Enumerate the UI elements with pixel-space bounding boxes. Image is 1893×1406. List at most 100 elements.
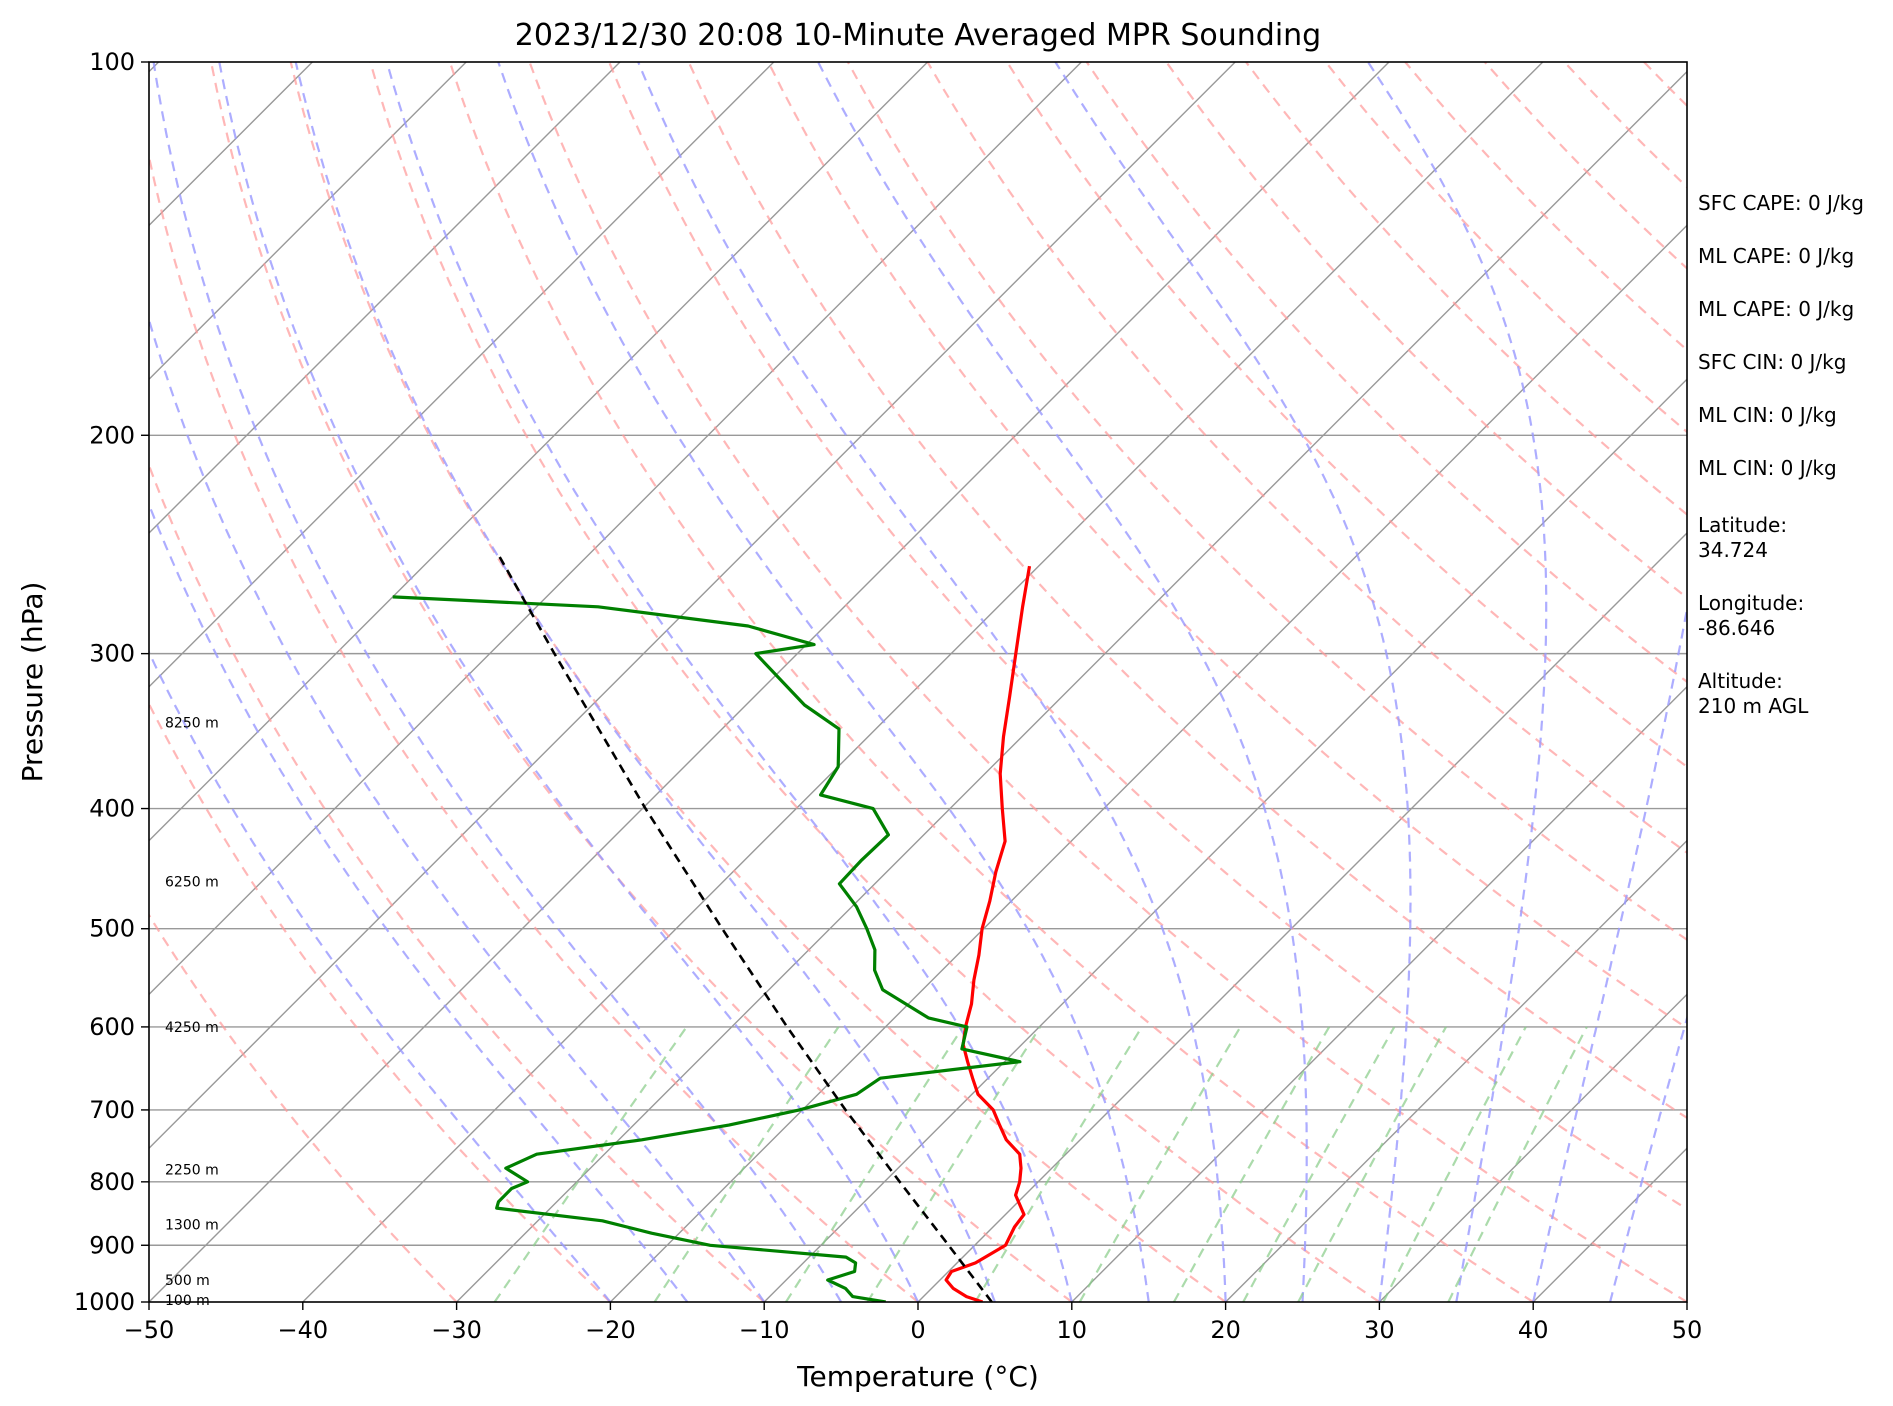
moist-adiabat-line bbox=[1609, 1014, 1687, 1302]
dry-adiabat-line bbox=[448, 62, 1534, 1302]
x-tick-label: −50 bbox=[124, 1316, 175, 1344]
isotherm-line bbox=[149, 62, 621, 534]
background-lines bbox=[149, 62, 1687, 1302]
sounding-info-line: ML CAPE: 0 J/kg bbox=[1698, 297, 1854, 321]
x-axis-label: Temperature (°C) bbox=[796, 1360, 1039, 1393]
dry-adiabat-line bbox=[767, 62, 1687, 1030]
height-labels: 100 m 500 m 1300 m 2250 m 4250 m 6250 m 8250 m bbox=[165, 716, 219, 1309]
x-tick-label: −40 bbox=[277, 1316, 328, 1344]
height-label: 100 m bbox=[165, 1293, 210, 1309]
x-tick-label: −10 bbox=[739, 1316, 790, 1344]
temperature-profile bbox=[944, 565, 1032, 1302]
moist-adiabat-line bbox=[497, 62, 1150, 1302]
isotherm-line bbox=[763, 378, 1687, 1302]
height-label: 4250 m bbox=[165, 1020, 219, 1036]
y-tick-label: 700 bbox=[89, 1096, 135, 1124]
isotherm-line bbox=[149, 62, 1236, 1150]
sounding-info: SFC CAPE: 0 J/kg ML CAPE: 0 J/kg ML CAPE: … bbox=[1698, 191, 1864, 718]
dry-adiabat-line bbox=[1085, 62, 1687, 684]
x-tick-label: 50 bbox=[1672, 1316, 1703, 1344]
mixing-ratio-line bbox=[974, 1026, 1143, 1302]
mixing-ratio-line bbox=[493, 1026, 688, 1302]
isotherm-line bbox=[149, 62, 1390, 1302]
sounding-info-line: Latitude: bbox=[1698, 513, 1787, 537]
moist-adiabat-line bbox=[817, 62, 1308, 1302]
mixing-ratio-line bbox=[866, 1026, 1042, 1302]
sounding-info-line: -86.646 bbox=[1698, 616, 1775, 640]
mixing-ratio-line bbox=[1447, 1026, 1588, 1302]
sounding-info-line: ML CAPE: 0 J/kg bbox=[1698, 244, 1854, 268]
dry-adiabat-line bbox=[210, 62, 1073, 1302]
moist-adiabat-line bbox=[294, 62, 996, 1302]
sounding-info-line: 210 m AGL bbox=[1698, 694, 1809, 718]
isotherm-line bbox=[1378, 993, 1687, 1302]
isotherm-line bbox=[149, 62, 775, 688]
x-tick-label: 0 bbox=[910, 1316, 925, 1344]
height-label: 1300 m bbox=[165, 1218, 219, 1234]
dry-adiabat-line bbox=[1006, 62, 1687, 769]
dry-adiabat-line bbox=[926, 62, 1687, 855]
sounding-info-line: 34.724 bbox=[1698, 538, 1768, 562]
y-tick-label: 600 bbox=[89, 1013, 135, 1041]
isotherm-line bbox=[456, 70, 1687, 1302]
y-tick-label: 1000 bbox=[74, 1288, 135, 1316]
dry-adiabat-line bbox=[149, 701, 612, 1302]
isotherm-line bbox=[609, 224, 1687, 1302]
mixing-ratio-line bbox=[1382, 1026, 1527, 1302]
isotherm-line bbox=[1071, 685, 1687, 1302]
x-tick-label: 30 bbox=[1364, 1316, 1395, 1344]
isotherm-line bbox=[1225, 839, 1687, 1302]
x-tick-label: −30 bbox=[431, 1316, 482, 1344]
dry-adiabat-line bbox=[608, 62, 1687, 1211]
moist-adiabat-line bbox=[149, 649, 612, 1302]
height-label: 8250 m bbox=[165, 716, 219, 732]
parcel-profile bbox=[497, 554, 993, 1302]
moist-adiabat-line bbox=[149, 501, 689, 1302]
x-tick-label: 20 bbox=[1210, 1316, 1241, 1344]
y-tick-label: 500 bbox=[89, 915, 135, 943]
sounding-info-line: SFC CAPE: 0 J/kg bbox=[1698, 191, 1864, 215]
moist-adiabat-line bbox=[149, 316, 766, 1302]
mixing-ratio-line bbox=[1078, 1026, 1242, 1302]
dry-adiabat-line bbox=[149, 151, 919, 1302]
mixing-ratio-line bbox=[785, 1026, 965, 1302]
y-tick-label: 400 bbox=[89, 795, 135, 823]
x-tick-label: 40 bbox=[1518, 1316, 1549, 1344]
y-tick-label: 200 bbox=[89, 421, 135, 449]
height-label: 6250 m bbox=[165, 874, 219, 890]
sounding-info-line: ML CIN: 0 J/kg bbox=[1698, 456, 1837, 480]
sounding-info-line: Altitude: bbox=[1698, 669, 1783, 693]
mixing-ratio-line bbox=[1172, 1026, 1331, 1302]
dry-adiabat-line bbox=[687, 62, 1687, 1120]
sounding-info-line: Longitude: bbox=[1698, 591, 1804, 615]
y-tick-label: 300 bbox=[89, 640, 135, 668]
dry-adiabat-line bbox=[528, 62, 1687, 1302]
mixing-ratio-line bbox=[1242, 1026, 1396, 1302]
y-tick-label: 100 bbox=[89, 48, 135, 76]
moist-adiabat-line bbox=[385, 62, 1073, 1302]
mixing-ratio-line bbox=[1297, 1026, 1447, 1302]
isotherm-line bbox=[149, 62, 1082, 996]
dry-adiabat-line bbox=[149, 913, 458, 1302]
moist-adiabat-line bbox=[1532, 603, 1687, 1302]
height-label: 500 m bbox=[165, 1273, 210, 1289]
chart-title: 2023/12/30 20:08 10-Minute Averaged MPR … bbox=[515, 18, 1321, 53]
x-tick-label: −20 bbox=[585, 1316, 636, 1344]
series-layer bbox=[392, 554, 1032, 1302]
axis-ticks: −50 −40 −30 −20 −10 0 10 20 30 40 50 1000 900 800 700 6… bbox=[74, 48, 1702, 1344]
sounding-info-line: SFC CIN: 0 J/kg bbox=[1698, 350, 1846, 374]
sounding-info-line: ML CIN: 0 J/kg bbox=[1698, 403, 1837, 427]
moist-adiabat-line bbox=[218, 62, 920, 1302]
mixing-ratio-line bbox=[653, 1026, 840, 1302]
x-tick-label: 10 bbox=[1057, 1316, 1088, 1344]
y-axis-label: Pressure (hPa) bbox=[16, 582, 49, 783]
dry-adiabat-line bbox=[149, 462, 765, 1302]
height-label: 2250 m bbox=[165, 1163, 219, 1179]
isotherm-line bbox=[302, 62, 1544, 1302]
moist-adiabat-line bbox=[637, 62, 1227, 1302]
isotherm-line bbox=[149, 62, 467, 381]
y-tick-label: 800 bbox=[89, 1168, 135, 1196]
moist-adiabat-line bbox=[1367, 62, 1548, 1302]
moist-adiabat-line bbox=[1054, 62, 1412, 1302]
